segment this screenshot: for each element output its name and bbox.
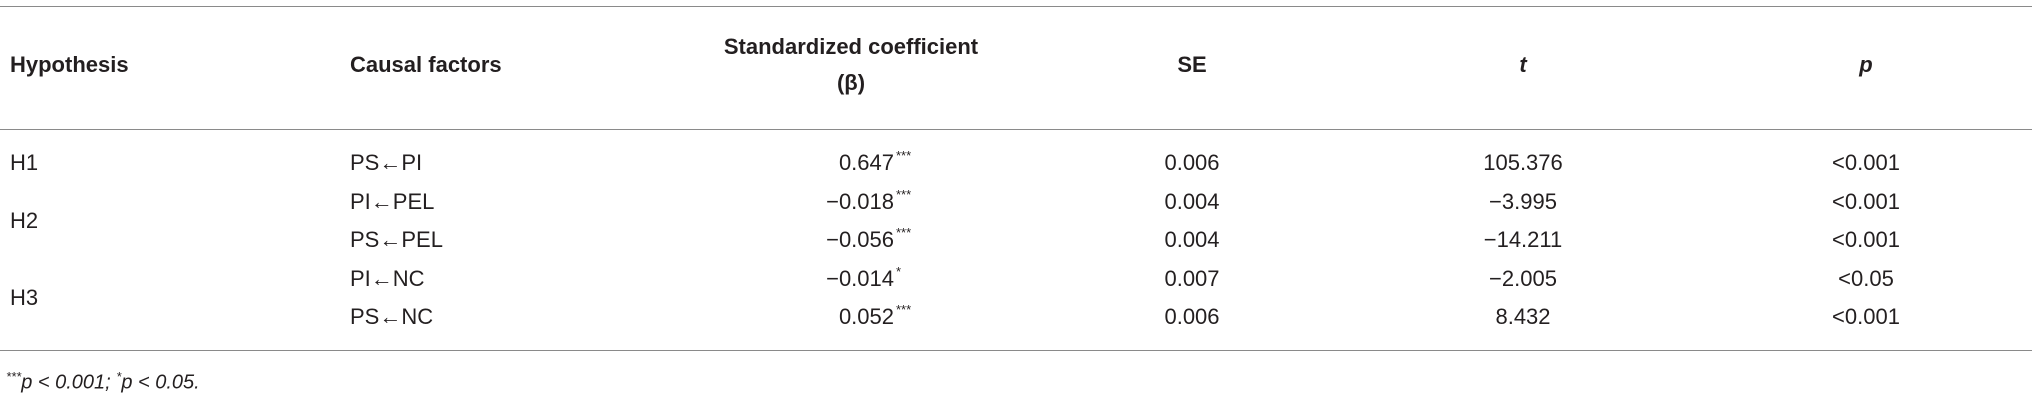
- header-cell: (β): [836, 70, 866, 95]
- se-cell: 0.006: [1164, 304, 1220, 329]
- significance-mark: ***: [896, 148, 912, 163]
- t-cell: −3.995: [1489, 188, 1557, 214]
- header-cell: Standardized coefficient: [723, 34, 979, 59]
- t-cell: 8.432: [1495, 304, 1551, 329]
- footnote-text: p < 0.001;: [21, 371, 117, 394]
- coef-cell: −0.056: [826, 227, 894, 252]
- cause-cell: PI←NC: [350, 265, 425, 291]
- cause-cell: PS←PEL: [350, 227, 443, 252]
- cause-cell: PS←NC: [350, 304, 434, 329]
- coef-cell: 0.052: [838, 304, 894, 329]
- t-cell: −14.211: [1483, 227, 1563, 252]
- footnote-mark: *: [116, 369, 122, 384]
- hypothesis-cell: H1: [10, 150, 39, 175]
- se-cell: 0.004: [1164, 188, 1220, 214]
- p-cell: <0.001: [1832, 188, 1900, 214]
- coef-cell: −0.018: [826, 188, 894, 214]
- coef-cell: −0.014: [826, 265, 894, 291]
- significance-mark: ***: [896, 186, 912, 202]
- bottom-rule: [0, 350, 2032, 351]
- significance-mark: *: [896, 263, 902, 279]
- hypothesis-cell: H2: [10, 207, 39, 233]
- header-cell: p: [1859, 52, 1873, 77]
- top-rule: [0, 6, 2032, 7]
- t-cell: −2.005: [1489, 265, 1557, 291]
- footnote-text: p < 0.05.: [121, 371, 200, 394]
- coef-cell: 0.647: [838, 150, 894, 175]
- footnote: ***p < 0.001; *p < 0.05.: [6, 370, 200, 393]
- significance-mark: ***: [896, 302, 912, 317]
- header-cell: t: [1519, 52, 1527, 77]
- header-cell: Causal factors: [350, 52, 502, 77]
- p-cell: <0.001: [1832, 227, 1900, 252]
- t-cell: 105.376: [1483, 150, 1563, 175]
- se-cell: 0.007: [1164, 265, 1220, 291]
- p-cell: <0.001: [1832, 304, 1900, 329]
- cause-cell: PI←PEL: [350, 188, 435, 214]
- p-cell: <0.05: [1838, 265, 1894, 291]
- hypothesis-cell: H3: [10, 284, 39, 310]
- significance-mark: ***: [896, 225, 912, 240]
- p-cell: <0.001: [1832, 150, 1900, 175]
- footnote-mark: ***: [6, 369, 22, 384]
- header-rule: [0, 129, 2032, 130]
- se-cell: 0.006: [1164, 150, 1220, 175]
- header-cell: SE: [1177, 52, 1207, 77]
- cause-cell: PS←PI: [350, 150, 423, 175]
- se-cell: 0.004: [1164, 227, 1220, 252]
- header-cell: Hypothesis: [10, 52, 129, 77]
